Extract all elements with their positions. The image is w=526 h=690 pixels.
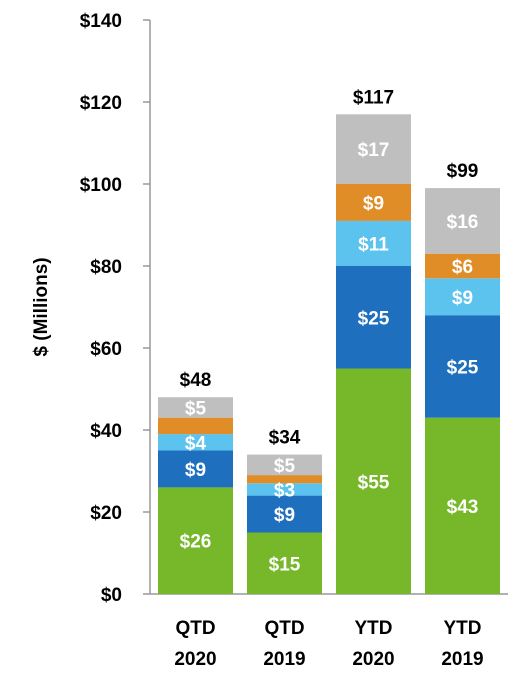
y-tick-label: $60 — [90, 339, 122, 360]
bar-segment — [158, 487, 233, 594]
segment-value-label: $55 — [358, 472, 390, 493]
segment-value-label: $25 — [447, 357, 479, 378]
x-tick-label: YTD — [355, 618, 393, 639]
bars — [158, 114, 500, 594]
bar-segment — [336, 368, 411, 594]
segment-value-label: $9 — [363, 193, 384, 214]
bar-segment — [425, 315, 500, 418]
segment-value-label: $25 — [358, 308, 390, 329]
bar-total-label: $34 — [269, 428, 301, 449]
segment-value-label: $43 — [447, 497, 479, 518]
y-tick-label: $100 — [80, 175, 122, 196]
segment-value-label: $9 — [452, 288, 473, 309]
y-tick-label: $80 — [90, 257, 122, 278]
bar-segment — [247, 475, 322, 484]
bar-segment — [336, 114, 411, 184]
bar-segment — [336, 266, 411, 369]
segment-value-label: $3 — [274, 480, 295, 501]
segment-value-label: $6 — [452, 257, 473, 278]
bar-segment — [336, 220, 411, 266]
x-tick-label: QTD — [264, 618, 304, 639]
segment-value-label: $17 — [358, 140, 390, 161]
x-tick-label: 2019 — [441, 649, 483, 670]
x-tick-label: 2020 — [352, 649, 394, 670]
y-tick-label: $20 — [90, 503, 122, 524]
bar-segment — [336, 184, 411, 221]
segment-value-label: $11 — [358, 234, 389, 255]
bar-segment — [158, 450, 233, 488]
segment-value-label: $16 — [447, 212, 479, 233]
y-axis-title: $ (Millions) — [31, 257, 52, 356]
bar-total-label: $99 — [447, 161, 479, 182]
axes: $0 $20 $40 $60 $80 $100 $120 $140 $ (Millions) — [31, 11, 508, 606]
bar-segment — [425, 278, 500, 316]
segment-value-label: $5 — [274, 456, 296, 477]
x-tick-label: YTD — [444, 618, 482, 639]
bar-segment — [425, 188, 500, 254]
segment-value-label: $4 — [185, 433, 207, 454]
x-tick-label: 2019 — [263, 649, 305, 670]
y-tick-label: $0 — [101, 585, 122, 606]
bar-segment — [158, 417, 233, 435]
y-tick-label: $120 — [80, 93, 122, 114]
segment-value-label: $26 — [180, 532, 212, 553]
bar-segment — [158, 434, 233, 451]
segment-value-label: $9 — [274, 505, 295, 526]
bar-segment — [425, 417, 500, 594]
x-tick-label: 2020 — [174, 649, 216, 670]
labels: $26 $9 $4 $5 $48 QTD 2020 $15 $9 $3 $5 $34 QTD 2019 $5… — [174, 87, 483, 670]
bar-segment — [425, 253, 500, 279]
bar-segment — [247, 454, 322, 476]
x-tick-label: QTD — [175, 618, 215, 639]
bar-segment — [247, 495, 322, 533]
y-tick-label: $140 — [80, 11, 122, 32]
bar-total-label: $48 — [180, 370, 212, 391]
bar-total-label: $117 — [353, 87, 394, 108]
segment-value-label: $15 — [269, 554, 301, 575]
y-tick-label: $40 — [90, 421, 122, 442]
segment-value-label: $9 — [185, 460, 206, 481]
bar-segment — [158, 397, 233, 418]
segment-value-label: $5 — [185, 398, 207, 419]
bar-segment — [247, 532, 322, 594]
bar-segment — [247, 483, 322, 496]
